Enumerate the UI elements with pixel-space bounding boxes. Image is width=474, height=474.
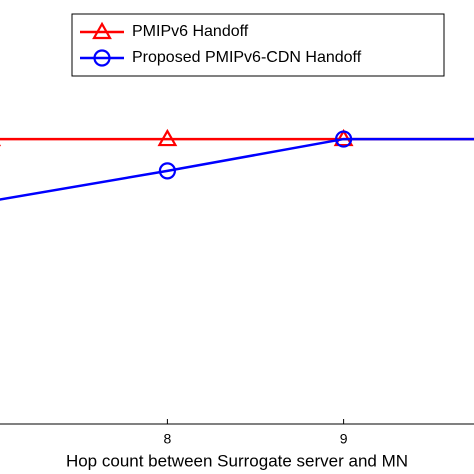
x-tick-label: 8 [163,431,171,447]
plot-area [0,128,474,201]
data-point [158,162,176,180]
legend-label: Proposed PMIPv6-CDN Handoff [132,49,362,66]
data-point [157,128,178,147]
data-point [335,130,353,148]
x-tick-label: 9 [340,431,348,447]
series-line [0,137,474,201]
legend-label: PMIPv6 Handoff [132,23,249,40]
legend-marker [93,49,111,67]
legend-box [71,13,445,77]
legend-marker [92,21,112,40]
x-axis-label: Hop count between Surrogate server and M… [66,451,408,470]
